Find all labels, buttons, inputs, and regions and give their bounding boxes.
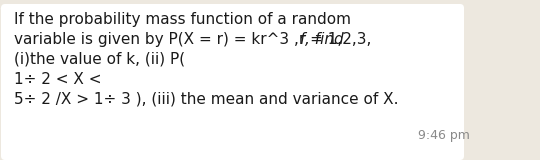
- Text: variable is given by P(X = r) = kr^3 ,r = 1,2,3,: variable is given by P(X = r) = kr^3 ,r …: [14, 32, 372, 47]
- Text: 5÷ 2 /X > 1÷ 3 ), (iii) the mean and variance of X.: 5÷ 2 /X > 1÷ 3 ), (iii) the mean and var…: [14, 92, 399, 107]
- Polygon shape: [0, 8, 13, 15]
- Text: 1÷ 2 < X <: 1÷ 2 < X <: [14, 72, 102, 87]
- Text: 9:46 pm: 9:46 pm: [418, 129, 470, 142]
- Text: (i)the value of k, (ii) P(: (i)the value of k, (ii) P(: [14, 52, 185, 67]
- Text: f, find: f, find: [295, 32, 343, 47]
- Text: If the probability mass function of a random: If the probability mass function of a ra…: [14, 12, 351, 27]
- FancyBboxPatch shape: [1, 4, 464, 160]
